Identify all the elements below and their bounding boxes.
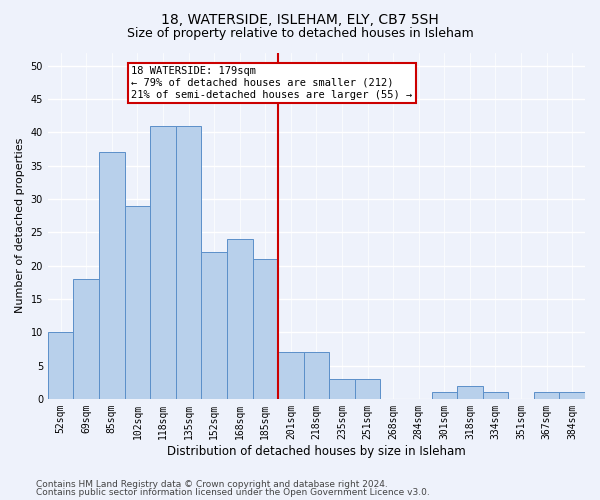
Text: Contains public sector information licensed under the Open Government Licence v3: Contains public sector information licen… <box>36 488 430 497</box>
Bar <box>534 392 559 399</box>
Text: 18, WATERSIDE, ISLEHAM, ELY, CB7 5SH: 18, WATERSIDE, ISLEHAM, ELY, CB7 5SH <box>161 12 439 26</box>
Bar <box>150 126 176 399</box>
Bar <box>253 259 278 399</box>
Bar <box>278 352 304 399</box>
Text: 18 WATERSIDE: 179sqm
← 79% of detached houses are smaller (212)
21% of semi-deta: 18 WATERSIDE: 179sqm ← 79% of detached h… <box>131 66 412 100</box>
Bar <box>304 352 329 399</box>
Bar <box>329 379 355 399</box>
Bar <box>431 392 457 399</box>
Bar <box>48 332 73 399</box>
Bar <box>559 392 585 399</box>
Bar <box>176 126 202 399</box>
Bar <box>202 252 227 399</box>
Bar <box>482 392 508 399</box>
Text: Size of property relative to detached houses in Isleham: Size of property relative to detached ho… <box>127 28 473 40</box>
X-axis label: Distribution of detached houses by size in Isleham: Distribution of detached houses by size … <box>167 444 466 458</box>
Bar <box>457 386 482 399</box>
Bar <box>99 152 125 399</box>
Bar <box>125 206 150 399</box>
Y-axis label: Number of detached properties: Number of detached properties <box>15 138 25 314</box>
Bar <box>227 239 253 399</box>
Bar <box>355 379 380 399</box>
Bar <box>73 279 99 399</box>
Text: Contains HM Land Registry data © Crown copyright and database right 2024.: Contains HM Land Registry data © Crown c… <box>36 480 388 489</box>
